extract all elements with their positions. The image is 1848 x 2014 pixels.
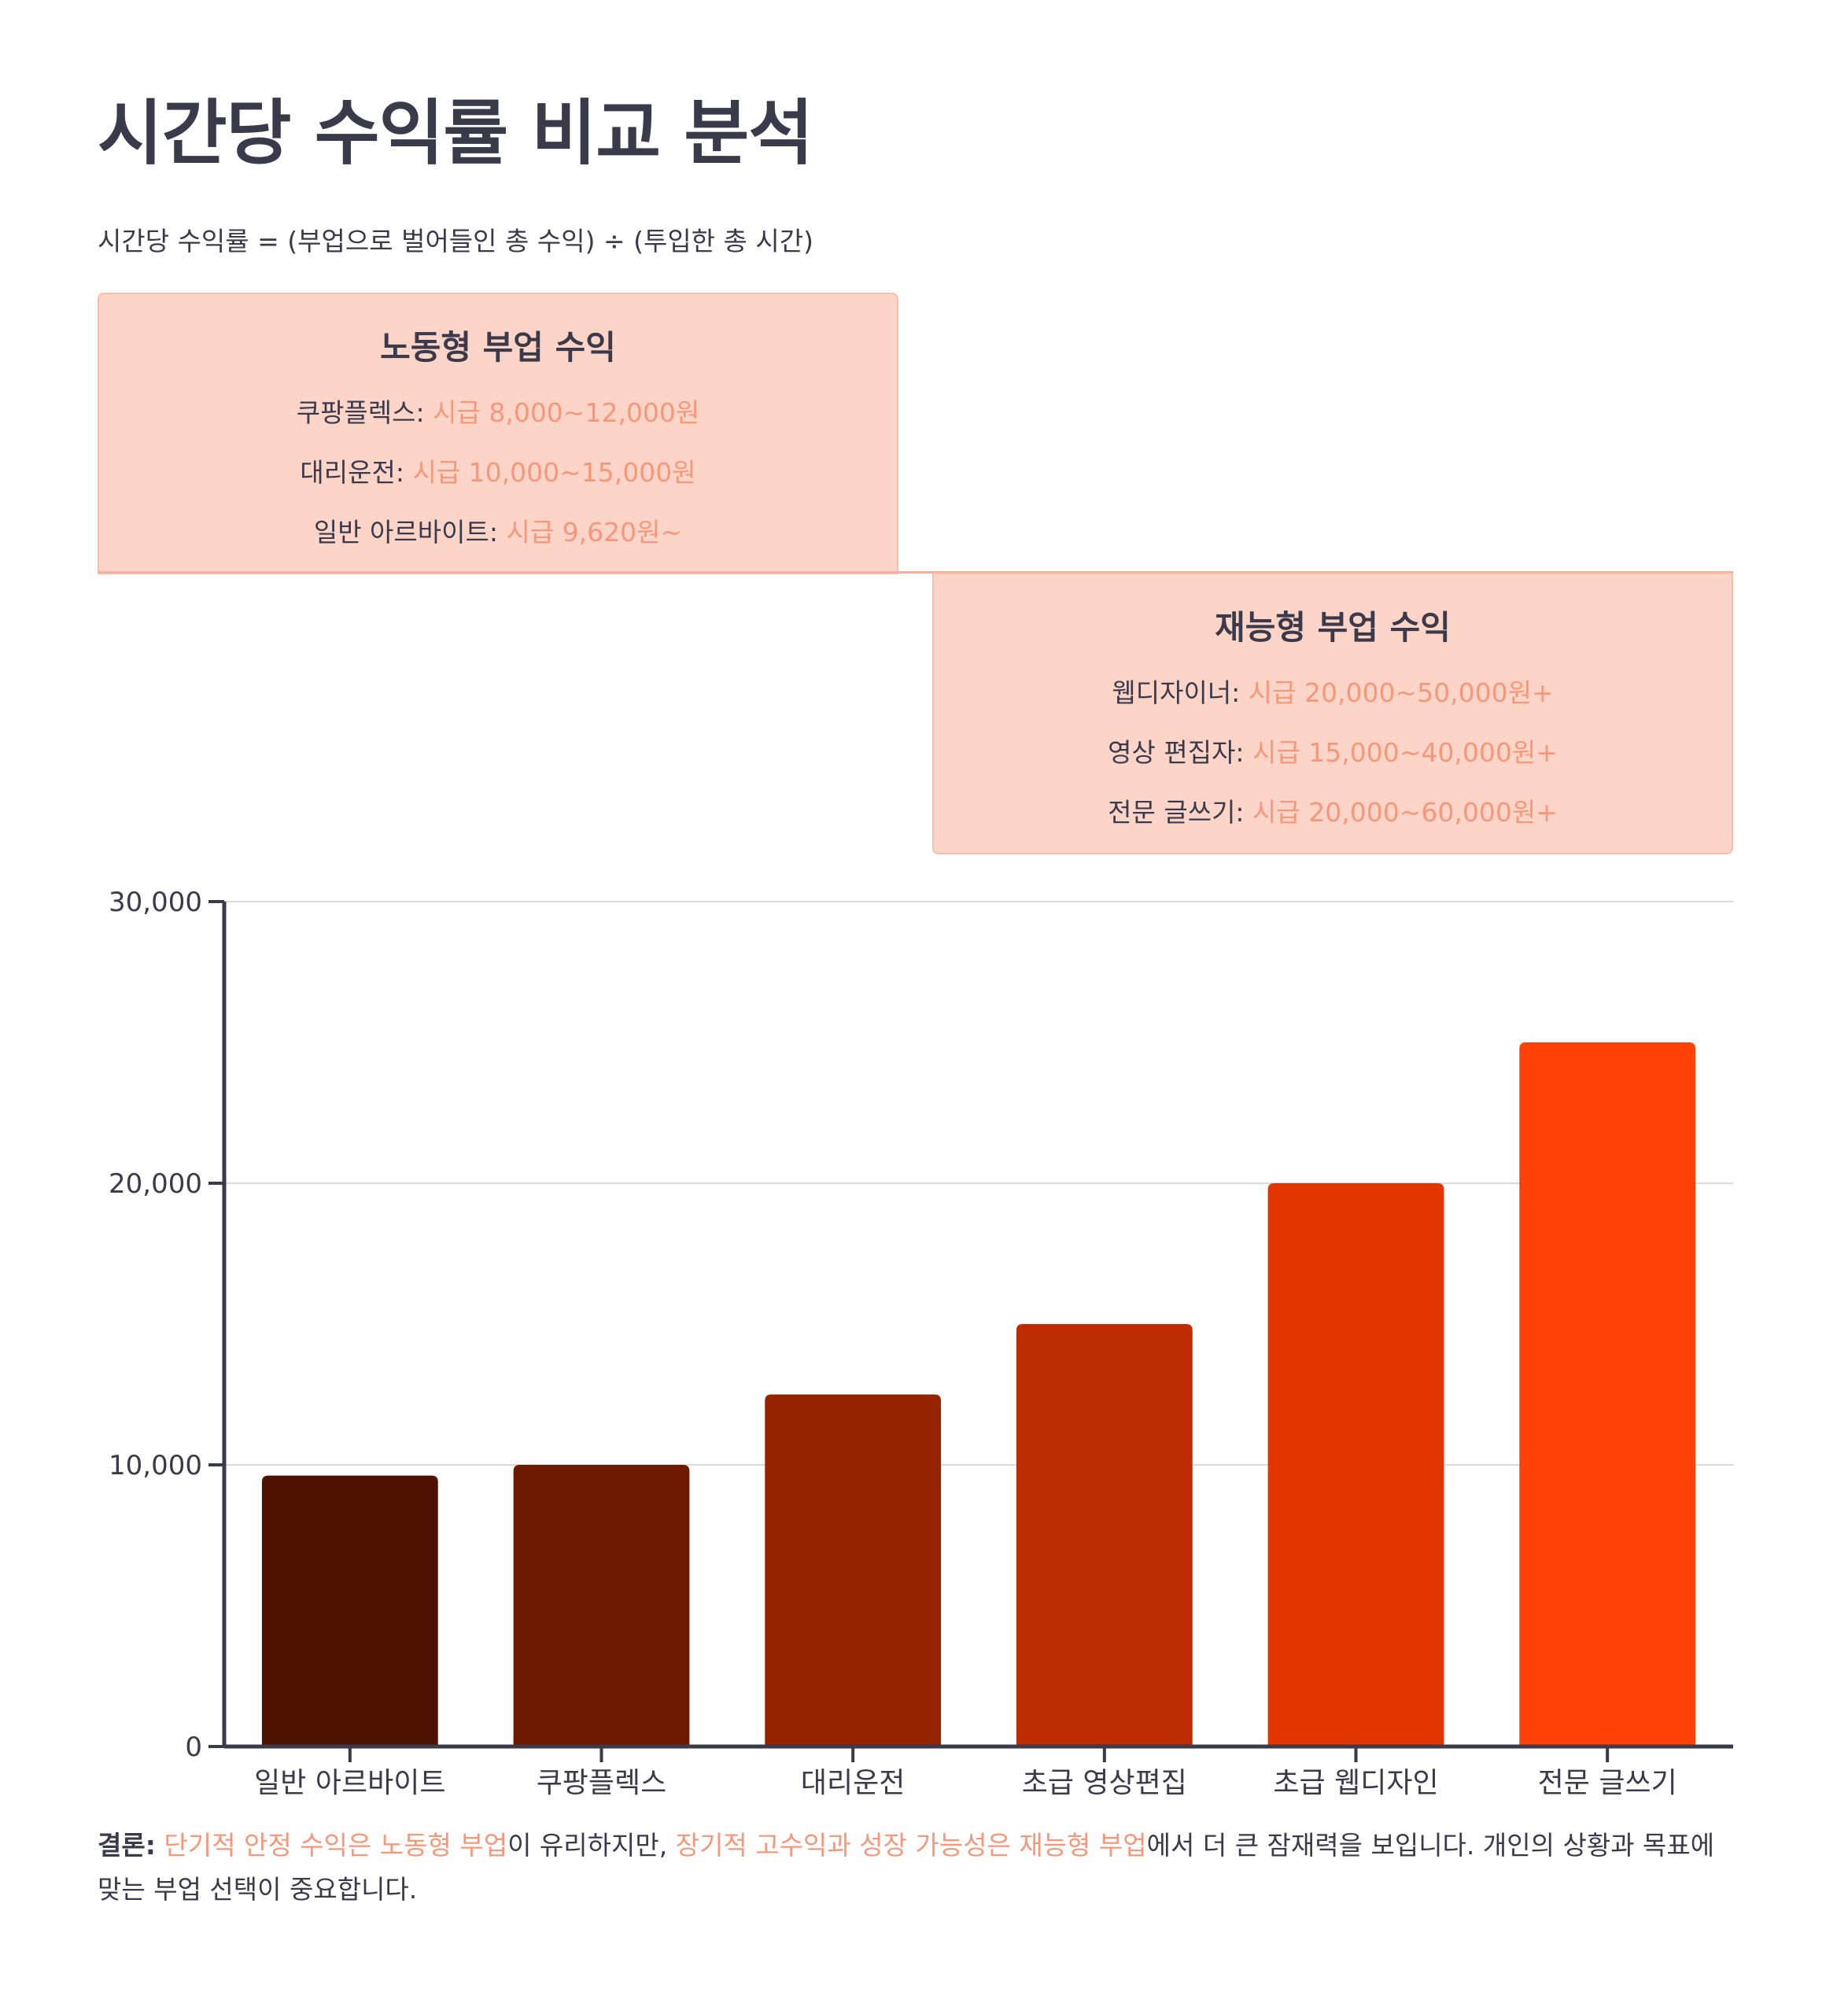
- x-tick-label: 대리운전: [801, 1767, 905, 1799]
- labor-item-parttime: 일반 아르바이트: 시급 9,620원~: [99, 503, 897, 563]
- conclusion-text: 결론: 단기적 안정 수익은 노동형 부업이 유리하지만, 장기적 고수익과 성…: [98, 1824, 1734, 1912]
- labor-item-label: 일반 아르바이트:: [313, 517, 507, 548]
- talent-item-label: 웹디자이너:: [1112, 677, 1249, 708]
- bar: [1519, 1042, 1696, 1747]
- talent-item-label: 전문 글쓰기:: [1108, 797, 1253, 828]
- bar: [1267, 1183, 1444, 1747]
- page-title: 시간당 수익률 비교 분석: [98, 92, 813, 175]
- x-tick-label: 초급 웹디자인: [1273, 1767, 1438, 1799]
- labor-item-value: 시급 8,000~12,000원: [433, 397, 700, 428]
- talent-item-webdesigner: 웹디자이너: 시급 20,000~50,000원+: [934, 663, 1732, 723]
- hourly-income-bar-chart: 0 10,000 20,000 30,000 일반 아르바이트 쿠팡플렉스 대리운전 초급 영…: [109, 887, 1733, 1799]
- conclusion-part: 이 유리하지만,: [507, 1830, 676, 1861]
- conclusion-part: 에서 더 큰 잠재력을 보입니다. 개인의 상황과 목표에 맞는 부업 선택이 …: [98, 1830, 1715, 1905]
- labor-item-driver: 대리운전: 시급 10,000~15,000원: [99, 443, 897, 503]
- bar: [261, 1475, 438, 1747]
- talent-income-card: 재능형 부업 수익 웹디자이너: 시급 20,000~50,000원+ 영상 편…: [932, 573, 1733, 854]
- talent-item-label: 영상 편집자:: [1108, 737, 1253, 768]
- labor-item-label: 대리운전:: [300, 457, 413, 488]
- x-tick-label: 쿠팡플렉스: [537, 1767, 667, 1799]
- talent-item-value: 시급 15,000~40,000원+: [1252, 737, 1558, 768]
- labor-card-title: 노동형 부업 수익: [380, 328, 616, 367]
- labor-item-coupang: 쿠팡플렉스: 시급 8,000~12,000원: [99, 383, 897, 443]
- conclusion-highlight-labor: 단기적 안정 수익은 노동형 부업: [164, 1830, 508, 1861]
- talent-item-video-editor: 영상 편집자: 시급 15,000~40,000원+: [934, 723, 1732, 783]
- conclusion-highlight-talent: 장기적 고수익과 성장 가능성은 재능형 부업: [675, 1830, 1147, 1861]
- y-tick-label: 0: [185, 1732, 202, 1763]
- formula-text: 시간당 수익률 = (부업으로 벌어들인 총 수익) ÷ (투입한 총 시간): [98, 226, 813, 256]
- x-tick-label: 초급 영상편집: [1022, 1767, 1187, 1799]
- x-tick-label: 전문 글쓰기: [1538, 1767, 1677, 1799]
- labor-item-value: 시급 9,620원~: [506, 517, 683, 548]
- bar: [513, 1465, 690, 1747]
- card-divider: [98, 571, 1733, 574]
- conclusion-part: [156, 1830, 164, 1861]
- x-tick-label: 일반 아르바이트: [254, 1767, 445, 1799]
- bar: [765, 1394, 942, 1747]
- labor-item-label: 쿠팡플렉스:: [296, 397, 433, 428]
- labor-income-card: 노동형 부업 수익 쿠팡플렉스: 시급 8,000~12,000원 대리운전: …: [98, 293, 898, 574]
- bar: [1016, 1324, 1193, 1747]
- talent-item-value: 시급 20,000~60,000원+: [1252, 797, 1558, 828]
- y-tick-label: 30,000: [109, 887, 202, 918]
- y-tick-label: 20,000: [109, 1168, 202, 1200]
- labor-item-value: 시급 10,000~15,000원: [412, 457, 696, 488]
- y-tick-label: 10,000: [109, 1450, 202, 1481]
- talent-item-writing: 전문 글쓰기: 시급 20,000~60,000원+: [934, 783, 1732, 843]
- conclusion-lead: 결론:: [98, 1830, 156, 1861]
- talent-item-value: 시급 20,000~50,000원+: [1248, 677, 1554, 708]
- talent-card-title: 재능형 부업 수익: [1215, 608, 1451, 647]
